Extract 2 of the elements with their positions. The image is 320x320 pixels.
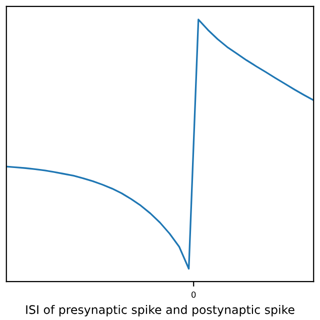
text: 0 <box>192 291 196 298</box>
x-axis-title: ISI of presynaptic spike and postynaptic spike <box>26 304 294 316</box>
